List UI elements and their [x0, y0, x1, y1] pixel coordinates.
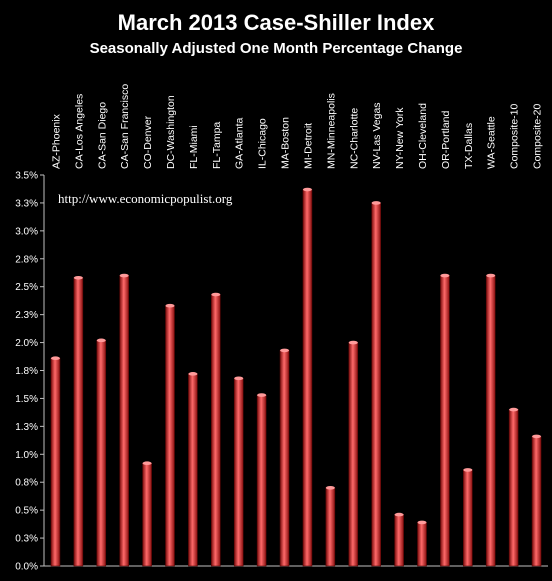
- x-tick-label: Composite-20: [532, 103, 544, 169]
- bar-cap: [325, 486, 335, 490]
- bar-cap: [302, 187, 312, 192]
- x-tick-label: Composite-10: [509, 103, 521, 169]
- x-tick-label: NC-Charlotte: [348, 108, 360, 169]
- bar-cap: [371, 201, 381, 205]
- chart-title: March 2013 Case-Shiller Index: [117, 10, 435, 35]
- bar: [440, 275, 450, 567]
- x-tick-label: NY-New York: [394, 107, 406, 169]
- bar: [165, 305, 175, 567]
- y-tick-label: 2.3%: [15, 310, 38, 321]
- bar: [348, 342, 359, 567]
- x-tick-label: MN-Minneapolis: [325, 93, 337, 169]
- bar: [188, 373, 198, 567]
- y-tick-label: 1.0%: [15, 450, 38, 461]
- bar-cap: [463, 468, 473, 472]
- bar-cap: [440, 273, 450, 278]
- y-tick-label: 3.3%: [15, 198, 38, 209]
- bar: [394, 514, 404, 567]
- bar-cap: [165, 303, 175, 308]
- bar: [142, 462, 152, 567]
- bar-cap: [119, 273, 129, 278]
- x-tick-label: AZ-Phoenix: [50, 113, 62, 169]
- y-tick-label: 3.0%: [15, 226, 38, 237]
- x-tick-label: DC-Washington: [165, 95, 177, 169]
- bar: [302, 189, 313, 567]
- x-tick-label: TX-Dallas: [463, 123, 475, 169]
- x-tick-label: MA-Boston: [280, 117, 292, 169]
- bar: [508, 409, 519, 567]
- y-tick-label: 1.5%: [15, 394, 38, 405]
- bar-cap: [417, 520, 427, 525]
- x-tick-label: IL-Chicago: [257, 118, 269, 169]
- bar-cap: [234, 376, 244, 381]
- bar: [531, 436, 542, 567]
- y-tick-label: 2.8%: [15, 254, 38, 265]
- bar-cap: [73, 275, 83, 280]
- bar: [417, 522, 427, 567]
- bar: [50, 357, 61, 567]
- y-tick-label: 0.8%: [15, 478, 38, 489]
- x-tick-label: FL-Miami: [188, 125, 200, 169]
- bar-cap: [211, 292, 221, 297]
- bar-cap: [509, 407, 519, 412]
- y-tick-label: 0.3%: [15, 534, 38, 545]
- bar: [485, 275, 496, 567]
- x-tick-label: CO-Denver: [142, 115, 154, 169]
- x-tick-label: CA-San Francisco: [119, 84, 131, 169]
- y-tick-label: 1.8%: [15, 366, 38, 377]
- bar: [463, 469, 473, 567]
- x-tick-label: CA-Los Angeles: [73, 94, 85, 169]
- bar-cap: [96, 338, 106, 343]
- y-tick-label: 0.5%: [15, 506, 38, 517]
- bar: [233, 378, 244, 567]
- y-tick-label: 1.3%: [15, 422, 38, 433]
- bar-cap: [486, 273, 496, 278]
- bar: [73, 277, 84, 567]
- bar: [96, 340, 107, 567]
- y-tick-label: 2.0%: [15, 338, 38, 349]
- y-tick-label: 2.5%: [15, 282, 38, 293]
- bar-cap: [188, 372, 198, 376]
- x-tick-label: FL-Tampa: [211, 122, 223, 169]
- bar-cap: [257, 393, 267, 397]
- bar-cap: [50, 356, 60, 361]
- x-tick-label: CA-San Diego: [96, 102, 108, 169]
- bar-cap: [280, 348, 290, 353]
- bar-cap: [532, 434, 542, 439]
- y-tick-label: 0.0%: [15, 562, 38, 573]
- x-tick-label: OR-Portland: [440, 110, 452, 169]
- bar: [256, 394, 267, 567]
- bar: [119, 275, 129, 567]
- bar: [325, 487, 336, 567]
- bar: [279, 350, 290, 567]
- bar-cap: [142, 461, 152, 466]
- x-tick-label: GA-Atlanta: [234, 117, 246, 169]
- bar: [211, 294, 221, 567]
- x-tick-label: OH-Cleveland: [417, 103, 429, 169]
- chart-annotation: http://www.economicpopulist.org: [58, 191, 233, 206]
- x-tick-label: WA-Seattle: [486, 116, 498, 169]
- bar: [371, 202, 381, 567]
- y-tick-label: 3.5%: [15, 171, 38, 182]
- bar-cap: [394, 512, 404, 517]
- x-tick-label: MI-Detroit: [302, 123, 314, 169]
- chart-subtitle: Seasonally Adjusted One Month Percentage…: [89, 40, 463, 57]
- bar-cap: [348, 340, 358, 345]
- x-tick-label: NV-Las Vegas: [371, 102, 383, 169]
